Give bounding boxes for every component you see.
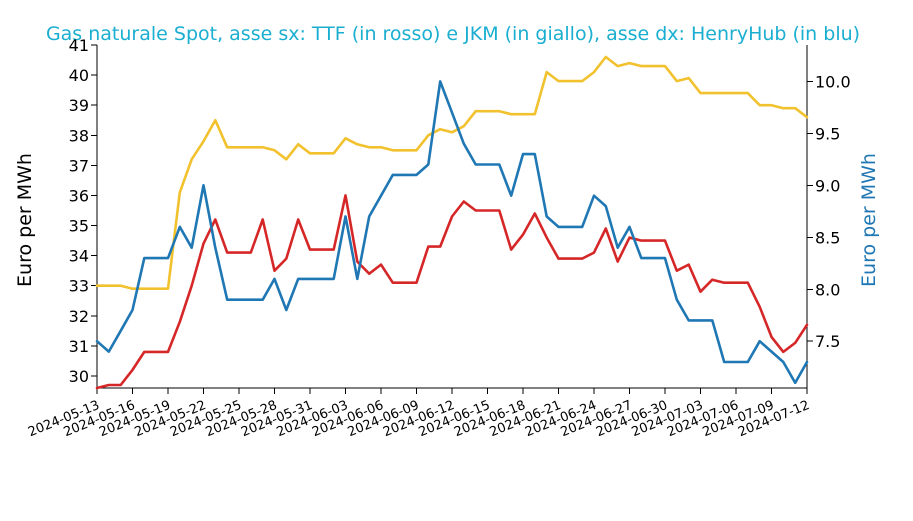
y-axis-right-label: Euro per MWh (858, 153, 880, 287)
y-left-tick-label: 38 (69, 126, 89, 145)
y-right-tick-label: 7.5 (815, 332, 840, 351)
y-left-tick-label: 33 (69, 277, 89, 296)
y-right-tick-label: 9.5 (815, 124, 840, 143)
x-axis-ticks: 2024-05-132024-05-162024-05-192024-05-22… (26, 388, 812, 440)
y-axis-left-label: Euro per MWh (14, 153, 36, 287)
y-left-tick-label: 32 (69, 307, 89, 326)
right-axis-ticks: 7.5 8.0 8.5 9.0 9.5 10.0 (807, 72, 851, 351)
y-right-tick-label: 8.0 (815, 280, 840, 299)
series-layer (95, 55, 809, 390)
y-left-tick-label: 40 (69, 66, 89, 85)
ttf-series-line (95, 194, 809, 390)
jkm-series-line (95, 55, 809, 291)
henryhub-series-line (95, 80, 809, 385)
chart-title: Gas naturale Spot, asse sx: TTF (in ross… (46, 23, 860, 45)
y-left-tick-label: 31 (69, 337, 89, 356)
y-left-tick-label: 39 (69, 96, 89, 115)
y-left-tick-label: 41 (69, 36, 89, 55)
y-left-tick-label: 35 (69, 217, 89, 236)
y-left-tick-label: 34 (69, 247, 89, 266)
y-left-tick-label: 30 (69, 367, 89, 386)
y-left-tick-label: 36 (69, 186, 89, 205)
y-right-tick-label: 9.0 (815, 176, 840, 195)
y-left-tick-label: 37 (69, 156, 89, 175)
y-right-tick-label: 8.5 (815, 228, 840, 247)
left-axis-ticks: 30 31 32 33 34 35 36 37 38 39 40 41 (69, 36, 97, 386)
y-right-tick-label: 10.0 (815, 72, 851, 91)
